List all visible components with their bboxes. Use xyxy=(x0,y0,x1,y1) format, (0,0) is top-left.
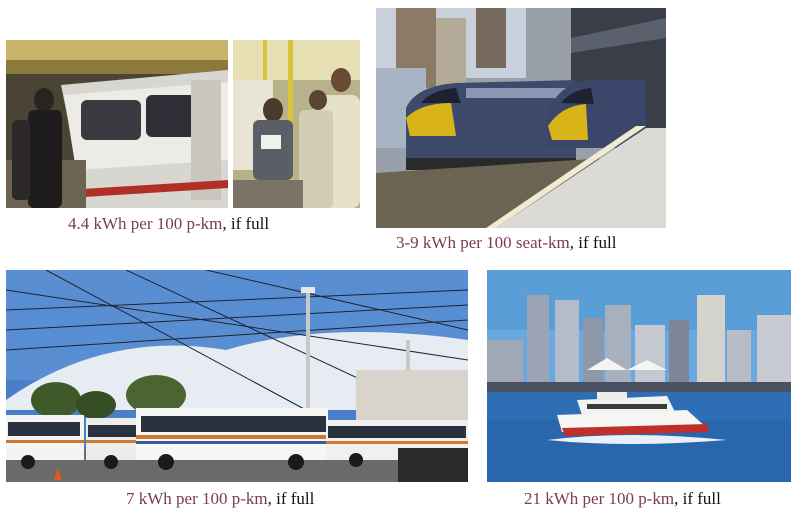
train-caption-suffix: , if full xyxy=(569,233,617,252)
ferry-caption-value: 21 kWh per 100 p-km xyxy=(524,489,675,508)
train-caption-value: 3-9 kWh per 100 seat-km xyxy=(396,233,570,252)
trolleybus-caption-value: 7 kWh per 100 p-km xyxy=(126,489,268,508)
trolleybus-photo xyxy=(6,270,468,482)
tube-caption-suffix: , if full xyxy=(222,214,270,233)
tube-platform-photo xyxy=(6,40,228,208)
tube-caption-value: 4.4 kWh per 100 p-km xyxy=(68,214,223,233)
trolleybus-caption: 7 kWh per 100 p-km, if full xyxy=(126,489,314,509)
ferry-caption: 21 kWh per 100 p-km, if full xyxy=(524,489,721,509)
train-photo xyxy=(376,8,666,228)
tube-caption: 4.4 kWh per 100 p-km, if full xyxy=(68,214,269,234)
train-caption: 3-9 kWh per 100 seat-km, if full xyxy=(396,233,616,253)
trolleybus-caption-suffix: , if full xyxy=(267,489,315,508)
tube-interior-photo xyxy=(233,40,360,208)
ferry-caption-suffix: , if full xyxy=(674,489,721,508)
ferry-photo xyxy=(487,270,791,482)
